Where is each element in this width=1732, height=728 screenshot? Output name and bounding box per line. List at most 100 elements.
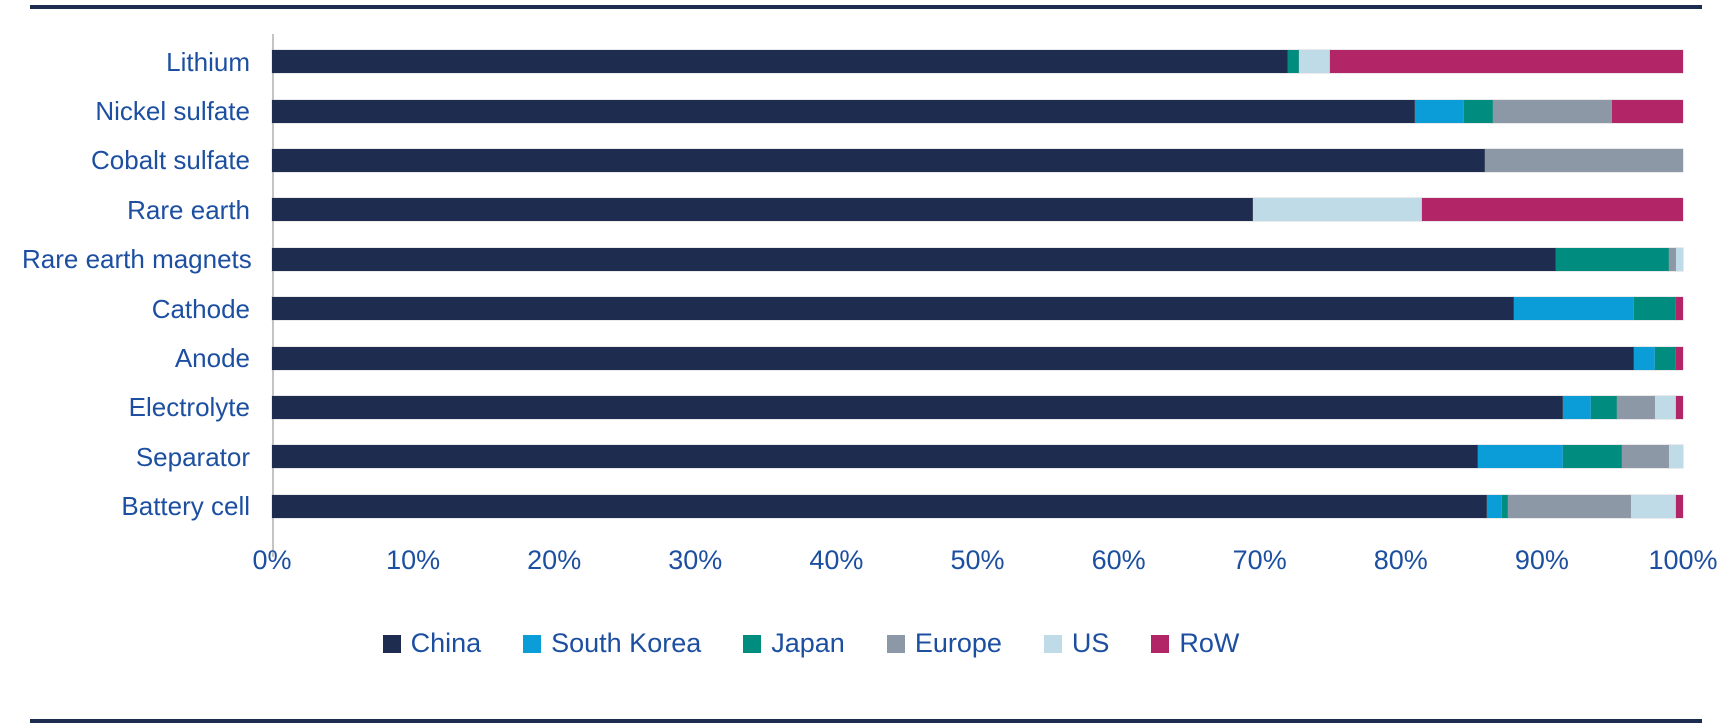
bar-segment-europe [1492, 99, 1613, 123]
x-axis-tick-labels: 0% 10% 20% 30% 40% 50% 60% 70% 80% 90% 100% [252, 544, 1717, 579]
bar-segment-row [1330, 50, 1683, 74]
bar-track [272, 445, 1683, 469]
bar-segment-japan [1502, 494, 1509, 518]
bar-track [272, 395, 1683, 419]
y-axis-line [272, 34, 274, 557]
chart-row: Electrolyte [22, 383, 1683, 432]
legend-swatch-icon [1151, 634, 1170, 653]
bar-segment-south-korea [1486, 494, 1503, 518]
x-tick-label: 80% [1373, 544, 1428, 575]
bottom-divider-rule [30, 719, 1702, 723]
bar-segment-china [272, 99, 1415, 123]
chart-row: Anode [22, 333, 1683, 382]
x-tick-label: 10% [386, 544, 441, 575]
bar-segment-row [1675, 395, 1683, 419]
bar-segment-china [272, 247, 1556, 271]
bar-segment-japan [1556, 247, 1669, 271]
bar-segment-row [1675, 346, 1683, 370]
bar-track [272, 247, 1683, 271]
chart-row: Nickel sulfate [22, 86, 1683, 135]
bar-segment-us [1675, 247, 1683, 271]
bar-segment-china [272, 297, 1514, 321]
bar-segment-japan [1287, 50, 1300, 74]
bar-segment-china [272, 148, 1486, 172]
bar-track [272, 99, 1683, 123]
legend-swatch-icon [886, 634, 905, 653]
category-label: Battery cell [121, 491, 250, 522]
chart-row: Lithium [22, 37, 1683, 86]
x-tick-label: 60% [1091, 544, 1146, 575]
chart-row: Cobalt sulfate [22, 136, 1683, 185]
chart-row: Separator [22, 432, 1683, 481]
bar-segment-europe [1616, 395, 1655, 419]
bar-segment-south-korea [1414, 99, 1465, 123]
chart-row: Battery cell [22, 482, 1683, 531]
legend-swatch-icon [523, 634, 542, 653]
bar-segment-japan [1591, 395, 1617, 419]
x-tick-label: 30% [668, 544, 723, 575]
category-label: Rare earth magnets [22, 244, 252, 275]
legend-label: RoW [1179, 628, 1240, 658]
category-label: Anode [174, 343, 250, 374]
bar-segment-us [1630, 494, 1676, 518]
bar-segment-row [1675, 494, 1683, 518]
bar-segment-japan [1633, 297, 1676, 321]
chart-row: Cathode [22, 284, 1683, 333]
chart-row: Rare earth [22, 185, 1683, 234]
bar-segment-china [272, 50, 1288, 74]
legend-item-china: China [382, 628, 482, 658]
bar-segment-china [272, 445, 1479, 469]
category-label: Cobalt sulfate [91, 145, 250, 176]
legend-label: Europe [914, 628, 1002, 658]
bar-segment-south-korea [1563, 395, 1592, 419]
bar-segment-europe [1668, 247, 1676, 271]
bar-segment-row [1675, 297, 1683, 321]
category-label: Cathode [151, 293, 250, 324]
bar-track [272, 297, 1683, 321]
bar-segment-europe [1508, 494, 1631, 518]
x-tick-label: 0% [252, 544, 292, 575]
bar-segment-europe [1622, 445, 1669, 469]
category-label: Lithium [166, 46, 250, 77]
bar-segment-china [272, 395, 1564, 419]
chart-row: Rare earth magnets [22, 235, 1683, 284]
x-tick-label: 50% [950, 544, 1005, 575]
legend-label: China [410, 628, 482, 658]
bar-segment-china [272, 346, 1634, 370]
legend-item-south-korea: South Korea [523, 630, 701, 657]
legend-label: Japan [771, 628, 845, 658]
bar-track [272, 50, 1683, 74]
x-tick-label: 20% [527, 544, 582, 575]
bar-segment-china [272, 494, 1487, 518]
bar-segment-row [1612, 99, 1683, 123]
legend-item-europe: Europe [886, 628, 1002, 658]
category-label: Separator [135, 441, 250, 472]
bar-segment-row [1421, 198, 1683, 222]
bar-segment-us [1252, 198, 1422, 222]
category-label: Electrolyte [128, 392, 250, 423]
legend-label: US [1071, 628, 1110, 658]
bar-track [272, 198, 1683, 222]
bar-track [272, 494, 1683, 518]
top-divider-rule [30, 5, 1702, 9]
x-tick-label: 40% [809, 544, 864, 575]
x-tick-label: 70% [1232, 544, 1287, 575]
legend-item-row: RoW [1151, 630, 1239, 657]
legend-item-japan: Japan [743, 630, 845, 657]
bar-segment-japan [1563, 445, 1623, 469]
legend-label: South Korea [551, 628, 702, 658]
legend-swatch-icon [1043, 634, 1062, 653]
x-tick-label: 90% [1514, 544, 1569, 575]
bar-segment-japan [1654, 346, 1676, 370]
x-tick-label: 100% [1648, 544, 1718, 575]
bar-segment-south-korea [1478, 445, 1564, 469]
bar-segment-china [272, 198, 1253, 222]
chart-legend: China South Korea Japan Europe US RoW [0, 630, 1677, 657]
bar-segment-japan [1464, 99, 1493, 123]
bar-segment-us [1654, 395, 1676, 419]
bar-segment-south-korea [1513, 297, 1634, 321]
legend-swatch-icon [382, 634, 401, 653]
category-label: Nickel sulfate [95, 96, 250, 127]
stacked-bar-chart: Lithium Nickel sulfate Cobalt sulfate Rare … [22, 34, 1718, 579]
bar-track [272, 148, 1683, 172]
